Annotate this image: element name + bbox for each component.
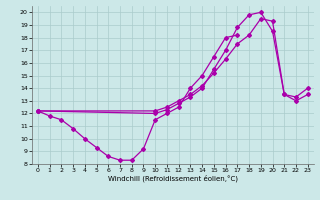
X-axis label: Windchill (Refroidissement éolien,°C): Windchill (Refroidissement éolien,°C) — [108, 175, 238, 182]
